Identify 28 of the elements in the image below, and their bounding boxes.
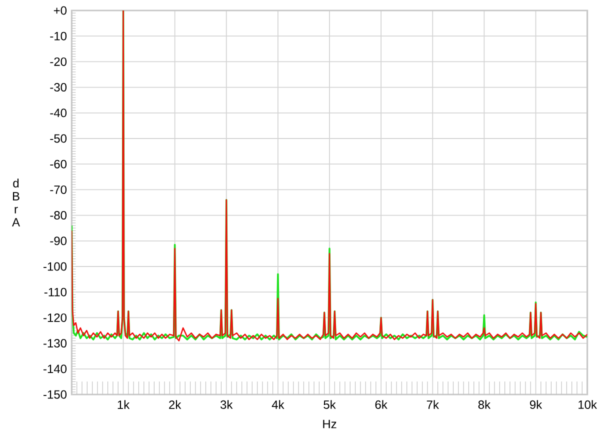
x-tick-label: 1k <box>118 400 130 409</box>
x-tick-label: 10k <box>578 400 597 409</box>
y-tick-label: -30 <box>50 83 67 92</box>
y-tick-label: -150 <box>44 390 67 399</box>
y-tick-label: -10 <box>50 32 67 40</box>
x-tick-label: 7k <box>426 400 439 409</box>
x-tick-label: 3k <box>220 400 233 409</box>
y-tick-label: -90 <box>50 236 67 246</box>
x-tick-label: 9k <box>530 400 542 409</box>
y-tick-label: +0 <box>54 6 67 15</box>
y-axis-title: dBr A <box>12 178 20 226</box>
y-tick-label: -100 <box>44 262 67 271</box>
x-tick-label: 4k <box>272 400 284 409</box>
y-tick-label: -70 <box>50 185 67 194</box>
x-tick-label: 8k <box>478 400 491 409</box>
y-tick-label: -20 <box>50 57 67 66</box>
x-tick-label: 5k <box>324 400 336 409</box>
y-tick-label: -130 <box>44 339 67 348</box>
y-tick-label: -40 <box>50 108 67 118</box>
y-tick-label: -110 <box>44 288 67 296</box>
y-tick-label: -140 <box>44 364 67 374</box>
x-tick-label: 6k <box>375 400 388 409</box>
y-tick-label: -80 <box>50 211 67 220</box>
y-tick-label: -60 <box>50 160 67 168</box>
x-axis-title: Hz <box>323 420 336 428</box>
x-tick-label: 2k <box>169 400 182 409</box>
y-tick-label: -50 <box>50 134 67 143</box>
y-tick-label: -120 <box>44 313 67 322</box>
